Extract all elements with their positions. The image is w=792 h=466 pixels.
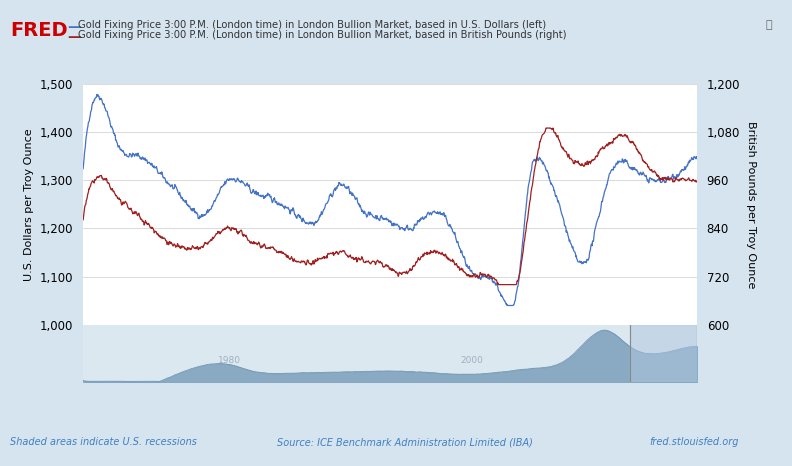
Text: 1980: 1980 <box>218 356 241 365</box>
Text: 2000: 2000 <box>461 356 484 365</box>
Text: Gold Fixing Price 3:00 P.M. (London time) in London Bullion Market, based in Bri: Gold Fixing Price 3:00 P.M. (London time… <box>78 30 566 40</box>
Text: Source: ICE Benchmark Administration Limited (IBA): Source: ICE Benchmark Administration Lim… <box>277 437 533 447</box>
Text: fred.stlouisfed.org: fred.stlouisfed.org <box>649 437 739 447</box>
Text: —: — <box>67 30 82 44</box>
Text: FRED: FRED <box>10 21 68 40</box>
Text: ⤢: ⤢ <box>766 20 772 29</box>
Bar <box>630 325 697 382</box>
Y-axis label: U.S. Dollars per Troy Ounce: U.S. Dollars per Troy Ounce <box>25 128 34 281</box>
Text: Shaded areas indicate U.S. recessions: Shaded areas indicate U.S. recessions <box>10 437 197 447</box>
Text: Gold Fixing Price 3:00 P.M. (London time) in London Bullion Market, based in U.S: Gold Fixing Price 3:00 P.M. (London time… <box>78 20 546 29</box>
Text: —: — <box>67 20 82 34</box>
Y-axis label: British Pounds per Troy Ounce: British Pounds per Troy Ounce <box>746 121 756 288</box>
